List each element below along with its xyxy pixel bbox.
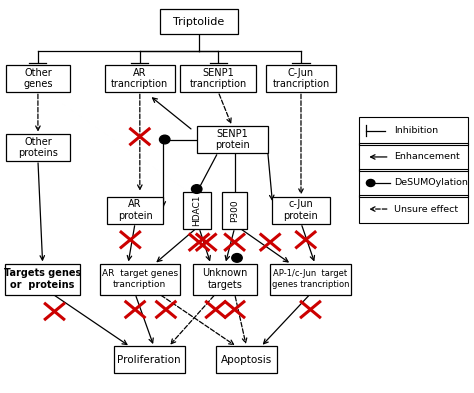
Text: Apoptosis: Apoptosis: [221, 354, 272, 365]
Text: Targets genes
or  proteins: Targets genes or proteins: [4, 268, 81, 290]
Text: c-Jun
protein: c-Jun protein: [283, 200, 319, 221]
Text: AR
trancription: AR trancription: [111, 68, 168, 89]
FancyBboxPatch shape: [216, 346, 277, 373]
Text: Unsure effect: Unsure effect: [394, 204, 458, 213]
Circle shape: [366, 180, 375, 187]
FancyBboxPatch shape: [107, 196, 163, 224]
FancyBboxPatch shape: [182, 192, 210, 229]
Text: SENP1
protein: SENP1 protein: [215, 129, 250, 150]
FancyBboxPatch shape: [160, 9, 238, 34]
FancyBboxPatch shape: [114, 346, 184, 373]
Text: C-Jun
trancription: C-Jun trancription: [273, 68, 329, 89]
Text: P300: P300: [230, 199, 239, 222]
FancyBboxPatch shape: [5, 263, 80, 295]
Text: HDAC1: HDAC1: [192, 195, 201, 226]
FancyBboxPatch shape: [197, 126, 267, 153]
Text: Other
proteins: Other proteins: [18, 137, 58, 158]
Circle shape: [191, 185, 202, 193]
Text: AR  target genes
trancription: AR target genes trancription: [102, 269, 178, 289]
Text: AR
protein: AR protein: [118, 200, 153, 221]
Text: DeSUMOylation: DeSUMOylation: [394, 178, 468, 187]
FancyBboxPatch shape: [100, 263, 180, 295]
FancyBboxPatch shape: [265, 65, 336, 92]
Text: Inhibition: Inhibition: [394, 127, 438, 136]
FancyBboxPatch shape: [272, 196, 330, 224]
Text: Unknown
targets: Unknown targets: [202, 268, 248, 290]
Text: Triptolide: Triptolide: [173, 17, 225, 27]
Circle shape: [159, 135, 170, 144]
Text: Enhancement: Enhancement: [394, 152, 460, 162]
FancyBboxPatch shape: [222, 192, 247, 229]
FancyBboxPatch shape: [270, 263, 350, 295]
Text: Proliferation: Proliferation: [118, 354, 181, 365]
Text: Other
genes: Other genes: [23, 68, 53, 89]
Text: SENP1
trancription: SENP1 trancription: [190, 68, 246, 89]
FancyBboxPatch shape: [6, 134, 70, 161]
Text: AP-1/c-Jun  target
genes trancription: AP-1/c-Jun target genes trancription: [272, 269, 349, 289]
Circle shape: [232, 253, 242, 262]
FancyBboxPatch shape: [104, 65, 175, 92]
FancyBboxPatch shape: [180, 65, 255, 92]
FancyBboxPatch shape: [193, 263, 257, 295]
FancyBboxPatch shape: [6, 65, 70, 92]
